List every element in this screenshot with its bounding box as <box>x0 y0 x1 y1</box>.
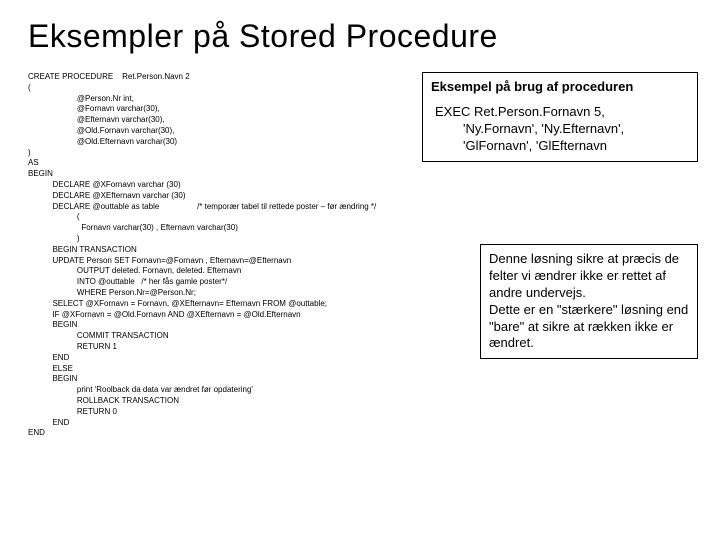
exec-line-2: 'Ny.Fornavn', 'Ny.Efternavn', <box>435 121 689 138</box>
usage-heading: Eksempel på brug af proceduren <box>431 79 689 94</box>
explanation-text: Denne løsning sikre at præcis de felter … <box>489 251 689 352</box>
usage-example-box: Eksempel på brug af proceduren EXEC Ret.… <box>422 72 698 162</box>
explanation-box: Denne løsning sikre at præcis de felter … <box>480 244 698 359</box>
exec-line-3: 'GlFornavn', 'GlEfternavn <box>435 138 689 155</box>
exec-line-1: EXEC Ret.Person.Fornavn 5, <box>435 104 689 121</box>
slide-title: Eksempler på Stored Procedure <box>0 0 720 55</box>
sql-code: CREATE PROCEDURE Ret.Person.Navn 2 ( @Pe… <box>28 72 376 439</box>
usage-body: EXEC Ret.Person.Fornavn 5, 'Ny.Fornavn',… <box>431 104 689 155</box>
